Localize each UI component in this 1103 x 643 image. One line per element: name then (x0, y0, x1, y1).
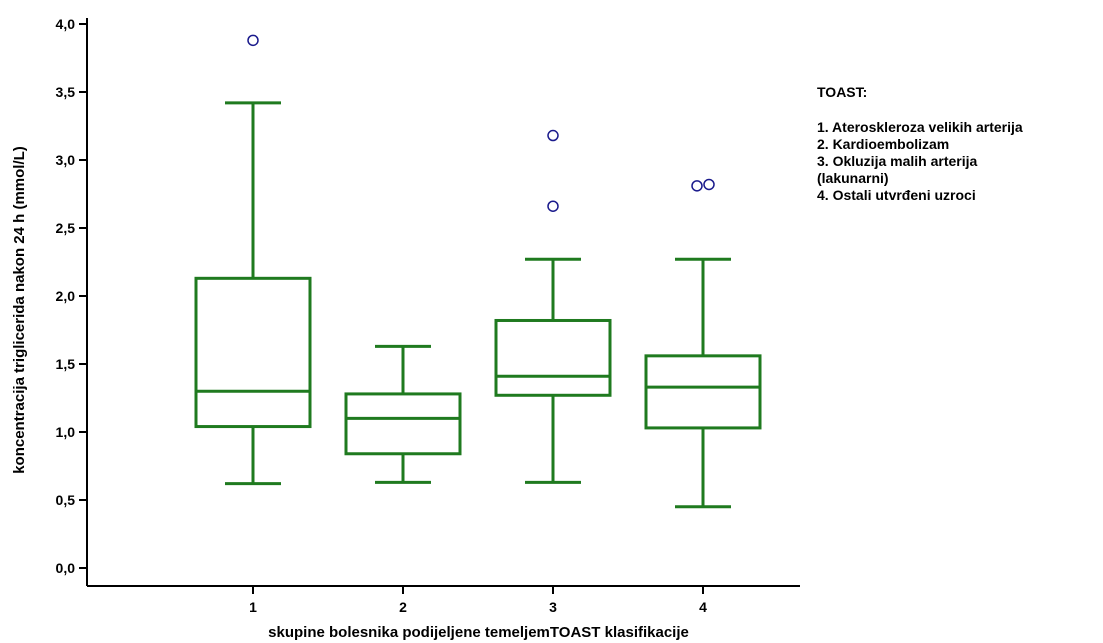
iqr-box (194, 276, 312, 429)
y-tick-label: 2,0 (56, 288, 76, 304)
iqr-box (344, 392, 462, 456)
y-tick-label: 4,0 (56, 16, 76, 32)
y-tick-label: 2,5 (56, 220, 76, 236)
y-axis-title: koncentracija triglicerida nakon 24 h (m… (11, 146, 28, 474)
x-tick-label: 4 (699, 599, 707, 615)
y-tick-label: 1,0 (56, 424, 76, 440)
outlier-point (703, 178, 715, 191)
legend-item-3: 3. Okluzija malih arterija (lakunarni) (817, 153, 978, 186)
legend-item-4: 4. Ostali utvrđeni uzroci (817, 187, 976, 203)
outlier-point (691, 180, 703, 192)
legend-item-2: 2. Kardioembolizam (817, 136, 950, 152)
legend: TOAST: 1. Ateroskleroza velikih arterija… (817, 84, 1097, 204)
legend-title: TOAST: (817, 84, 868, 100)
legend-item-1: 1. Ateroskleroza velikih arterija (817, 119, 1023, 135)
y-tick-label: 0,5 (56, 492, 76, 508)
y-tick-label: 1,5 (56, 356, 76, 372)
iqr-box (644, 354, 762, 430)
y-tick-label: 3,5 (56, 84, 76, 100)
outlier-point (547, 129, 559, 142)
x-tick-label: 2 (399, 599, 407, 615)
x-tick-label: 1 (249, 599, 257, 615)
x-axis-title: skupine bolesnika podijeljene temeljemTO… (268, 624, 689, 641)
x-tick-label: 3 (549, 599, 557, 615)
iqr-box (494, 318, 612, 397)
outlier-point (547, 200, 559, 212)
y-tick-label: 3,0 (56, 152, 76, 168)
outlier-point (247, 34, 259, 47)
y-tick-label: 0,0 (56, 560, 76, 576)
